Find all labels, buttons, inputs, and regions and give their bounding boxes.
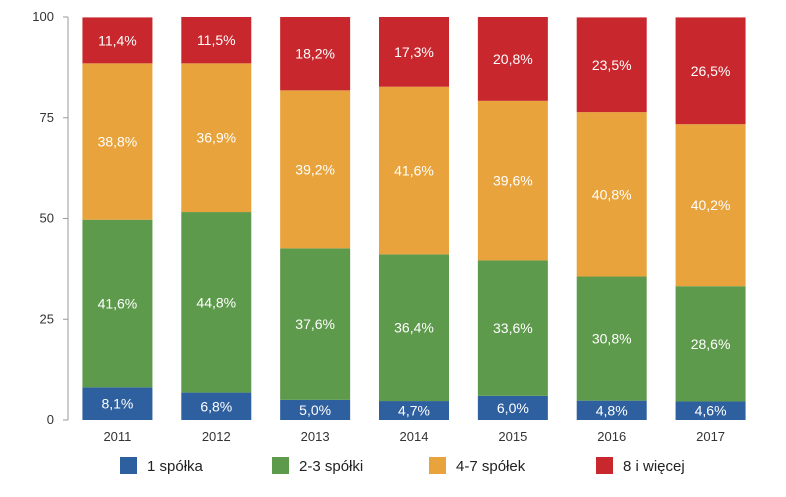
data-label-2014-s1: 36,4% <box>394 320 434 336</box>
data-label-2015-s0: 6,0% <box>497 400 529 416</box>
bar-segment-2015-s0 <box>477 395 548 420</box>
data-label-2015-s3: 20,8% <box>493 51 533 67</box>
legend-label-0: 1 spółka <box>147 458 204 475</box>
bar-segment-2012-s0 <box>181 392 252 420</box>
bar-segment-2011-s2 <box>82 63 153 220</box>
x-tick-label: 2011 <box>103 429 131 444</box>
bar-segment-2012-s1 <box>181 212 252 393</box>
x-tick-label: 2016 <box>597 429 626 444</box>
y-tick-label: 25 <box>40 311 54 326</box>
y-tick-label: 100 <box>32 9 54 24</box>
legend-swatch-3 <box>596 457 613 474</box>
data-label-2015-s1: 33,6% <box>493 320 533 336</box>
bar-segment-2011-s0 <box>82 387 153 420</box>
legend-label-2: 4-7 spółek <box>456 458 526 475</box>
y-tick-label: 50 <box>40 211 54 226</box>
bar-segment-2017-s0 <box>675 401 746 420</box>
data-label-2013-s3: 18,2% <box>295 46 335 62</box>
y-axis: 0 25 50 75 100 <box>32 9 69 427</box>
data-label-2017-s0: 4,6% <box>695 403 727 419</box>
bar-segment-2017-s1 <box>675 286 746 402</box>
x-tick-label: 2015 <box>498 429 527 444</box>
x-tick-label: 2017 <box>696 429 725 444</box>
data-label-2012-s1: 44,8% <box>196 294 236 310</box>
bar-segment-2012-s2 <box>181 63 252 213</box>
data-label-2016-s1: 30,8% <box>592 331 632 347</box>
bar-segment-2014-s2 <box>379 86 449 255</box>
bar-segment-2016-s2 <box>576 112 647 277</box>
data-label-2012-s3: 11,5% <box>197 32 236 48</box>
bar-segment-2012-s3 <box>181 17 252 64</box>
bar-segment-2013-s0 <box>280 399 351 420</box>
data-label-2017-s1: 28,6% <box>691 336 731 352</box>
x-tick-label: 2014 <box>400 429 429 444</box>
bar-segment-2015-s3 <box>477 17 548 101</box>
bar-segment-2014-s1 <box>379 254 449 402</box>
y-tick-label: 0 <box>47 412 54 427</box>
bar-segment-2017-s3 <box>675 17 746 125</box>
bar-segment-2015-s2 <box>477 100 548 261</box>
segment-labels: 8,1% 41,6% 38,8% 11,4% 6,8% 44,8% 36,9% 11,5% 5,… <box>98 32 731 419</box>
bar-segment-2011-s3 <box>82 17 153 64</box>
data-label-2013-s2: 39,2% <box>295 161 335 177</box>
bar-segment-2014-s3 <box>379 17 449 87</box>
x-tick-label: 2012 <box>202 429 231 444</box>
bar-segment-2011-s1 <box>82 219 153 388</box>
data-label-2013-s0: 5,0% <box>299 402 331 418</box>
data-label-2015-s2: 39,6% <box>493 173 533 189</box>
data-label-2017-s2: 40,2% <box>691 197 731 213</box>
data-label-2014-s2: 41,6% <box>394 163 434 179</box>
data-label-2014-s0: 4,7% <box>398 403 430 419</box>
data-label-2011-s1: 41,6% <box>98 296 138 312</box>
bar-segment-2013-s2 <box>280 90 351 249</box>
bar-segment-2016-s0 <box>576 400 647 420</box>
legend-label-3: 8 i więcej <box>623 458 685 475</box>
legend-swatch-2 <box>429 457 446 474</box>
data-label-2011-s2: 38,8% <box>98 134 138 150</box>
bar-segment-2013-s1 <box>280 248 351 400</box>
data-label-2011-s3: 11,4% <box>98 32 137 48</box>
y-tick-label: 75 <box>40 110 54 125</box>
legend-swatch-1 <box>272 457 289 474</box>
data-label-2012-s0: 6,8% <box>200 398 232 414</box>
bar-segment-2016-s1 <box>576 276 647 401</box>
x-axis: 2011 2012 2013 2014 2015 2016 2017 <box>103 429 725 444</box>
bar-segment-2017-s2 <box>675 124 746 287</box>
bar-segment-2014-s0 <box>379 401 449 420</box>
data-label-2012-s2: 36,9% <box>196 130 236 146</box>
legend-swatch-0 <box>120 457 137 474</box>
x-tick-label: 2013 <box>301 429 330 444</box>
bar-segment-2015-s1 <box>477 260 548 396</box>
data-label-2016-s2: 40,8% <box>592 186 632 202</box>
legend-label-1: 2-3 spółki <box>299 458 363 475</box>
data-label-2016-s0: 4,8% <box>596 402 628 418</box>
bar-segment-2016-s3 <box>576 17 647 113</box>
data-label-2017-s3: 26,5% <box>691 63 731 79</box>
data-label-2013-s1: 37,6% <box>295 316 335 332</box>
bar-segment-2013-s3 <box>280 17 351 91</box>
data-label-2011-s0: 8,1% <box>101 396 133 412</box>
legend: 1 spółka 2-3 spółki 4-7 spółek 8 i więcej <box>120 457 685 475</box>
data-label-2016-s3: 23,5% <box>592 57 632 73</box>
bars <box>82 17 746 420</box>
data-label-2014-s3: 17,3% <box>394 44 434 60</box>
